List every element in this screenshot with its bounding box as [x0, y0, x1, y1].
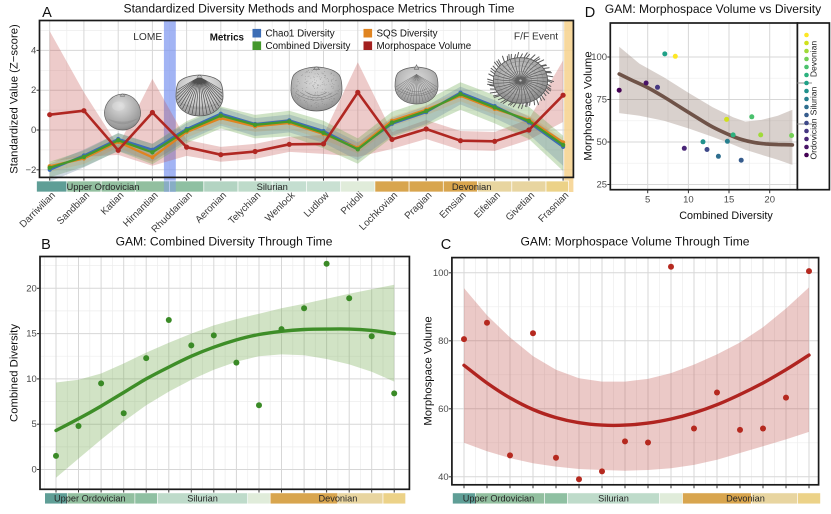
svg-text:Silurian: Silurian — [187, 493, 218, 503]
svg-text:75: 75 — [597, 95, 608, 106]
svg-text:B: B — [41, 237, 51, 253]
svg-text:SQS Diversity: SQS Diversity — [377, 29, 438, 40]
svg-text:20: 20 — [764, 195, 775, 206]
svg-text:60: 60 — [438, 404, 449, 415]
svg-text:15: 15 — [26, 329, 37, 340]
svg-text:Ordovician: Ordovician — [809, 118, 819, 159]
svg-text:Upper Ordovician: Upper Ordovician — [463, 493, 535, 503]
svg-text:A: A — [42, 5, 52, 21]
svg-text:Combined Diversity: Combined Diversity — [679, 210, 773, 222]
svg-text:LOME: LOME — [133, 32, 162, 43]
svg-text:Devonian: Devonian — [318, 493, 357, 503]
svg-text:0: 0 — [31, 125, 36, 136]
svg-text:5: 5 — [645, 195, 650, 206]
svg-text:Morphospace Volume: Morphospace Volume — [423, 316, 435, 425]
svg-text:40: 40 — [438, 472, 449, 483]
svg-text:C: C — [441, 237, 451, 253]
svg-text:10: 10 — [26, 374, 37, 385]
svg-text:Morphospace Volume: Morphospace Volume — [377, 41, 472, 52]
svg-text:100: 100 — [433, 268, 449, 279]
svg-text:Upper Ordovician: Upper Ordovician — [67, 181, 140, 192]
svg-text:Metrics: Metrics — [210, 33, 245, 44]
svg-text:Silurian: Silurian — [257, 181, 288, 192]
svg-text:100: 100 — [591, 52, 607, 63]
svg-text:20: 20 — [26, 283, 37, 294]
svg-text:Combined Diversity: Combined Diversity — [9, 324, 21, 422]
svg-text:Devonian: Devonian — [452, 181, 492, 192]
svg-text:Devonian: Devonian — [726, 493, 765, 503]
svg-text:5: 5 — [32, 419, 37, 430]
svg-text:D: D — [585, 5, 595, 21]
svg-text:0: 0 — [32, 465, 37, 476]
svg-text:Combined Diversity: Combined Diversity — [266, 41, 351, 52]
svg-text:GAM: Combined Diversity Throug: GAM: Combined Diversity Through Time — [116, 235, 333, 249]
svg-text:4: 4 — [31, 45, 36, 56]
svg-text:GAM: Morphospace Volume vs Div: GAM: Morphospace Volume vs Diversity — [605, 2, 822, 16]
svg-text:Upper Ordovician: Upper Ordovician — [54, 493, 126, 503]
svg-text:F/F Event: F/F Event — [514, 32, 558, 43]
svg-text:10: 10 — [683, 195, 694, 206]
svg-text:Morphospace Volume: Morphospace Volume — [583, 51, 595, 160]
svg-text:80: 80 — [438, 336, 449, 347]
svg-text:Standardized Value (Z−score): Standardized Value (Z−score) — [9, 24, 21, 174]
svg-text:Silurian: Silurian — [598, 493, 629, 503]
svg-text:−2: −2 — [25, 165, 36, 176]
svg-text:2: 2 — [31, 85, 36, 96]
svg-text:Standardized Diversity Methods: Standardized Diversity Methods and Morph… — [124, 2, 515, 16]
svg-text:15: 15 — [724, 195, 735, 206]
svg-text:GAM: Morphospace Volume Throug: GAM: Morphospace Volume Through Time — [521, 235, 750, 249]
svg-text:50: 50 — [597, 137, 608, 148]
svg-text:25: 25 — [597, 180, 608, 191]
svg-text:Chao1 Diversity: Chao1 Diversity — [266, 29, 335, 40]
svg-text:Silurian: Silurian — [809, 86, 819, 115]
svg-text:Devonian: Devonian — [809, 41, 819, 78]
